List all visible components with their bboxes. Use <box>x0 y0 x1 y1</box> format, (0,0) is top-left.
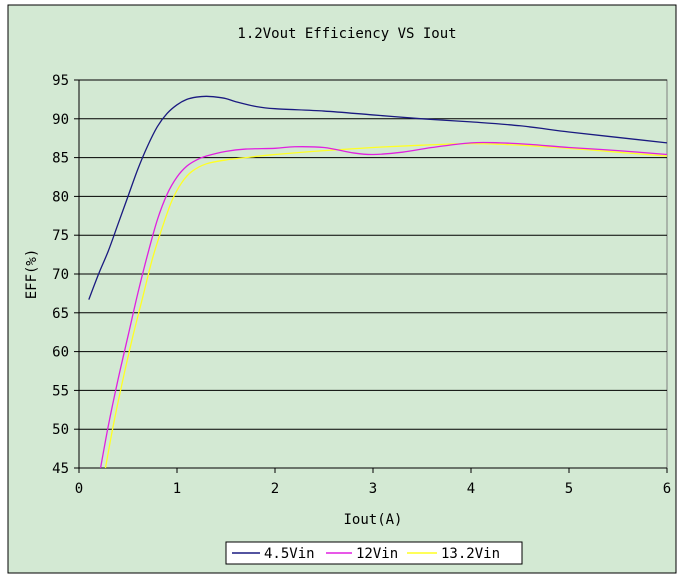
series-line-13-2vin <box>104 142 668 469</box>
legend-label: 4.5Vin <box>264 546 315 562</box>
y-tick-label: 50 <box>52 422 69 438</box>
x-tick-label: 3 <box>369 481 377 497</box>
legend-label: 13.2Vin <box>441 546 500 562</box>
legend: 4.5Vin 12Vin 13.2Vin <box>225 541 523 565</box>
y-tick-label: 85 <box>52 151 69 167</box>
y-tick-label: 75 <box>52 228 69 244</box>
y-tick-label: 90 <box>52 112 69 128</box>
y-tick-label: 45 <box>52 461 69 477</box>
y-axis-label: EFF(%) <box>24 249 40 300</box>
legend-label: 12Vin <box>356 546 398 562</box>
y-tick-label: 60 <box>52 345 69 361</box>
axes <box>74 79 668 473</box>
legend-box <box>225 541 523 565</box>
y-tick-label: 55 <box>52 383 69 399</box>
series-line-12vin <box>99 141 668 469</box>
x-tick-label: 1 <box>173 481 181 497</box>
y-tick-label: 80 <box>52 189 69 205</box>
x-tick-label: 6 <box>663 481 671 497</box>
y-tick-label: 95 <box>52 73 69 89</box>
grid-lines <box>79 79 667 469</box>
x-tick-label: 5 <box>565 481 573 497</box>
chart-title: 1.2Vout Efficiency VS Iout <box>237 26 456 42</box>
series-lines <box>88 95 668 469</box>
x-tick-label: 0 <box>75 481 83 497</box>
series-line-4-5vin <box>88 95 668 300</box>
y-tick-label: 65 <box>52 306 69 322</box>
x-tick-label: 4 <box>467 481 475 497</box>
y-tick-label: 70 <box>52 267 69 283</box>
x-tick-label: 2 <box>271 481 279 497</box>
x-axis-label: Iout(A) <box>343 512 402 528</box>
